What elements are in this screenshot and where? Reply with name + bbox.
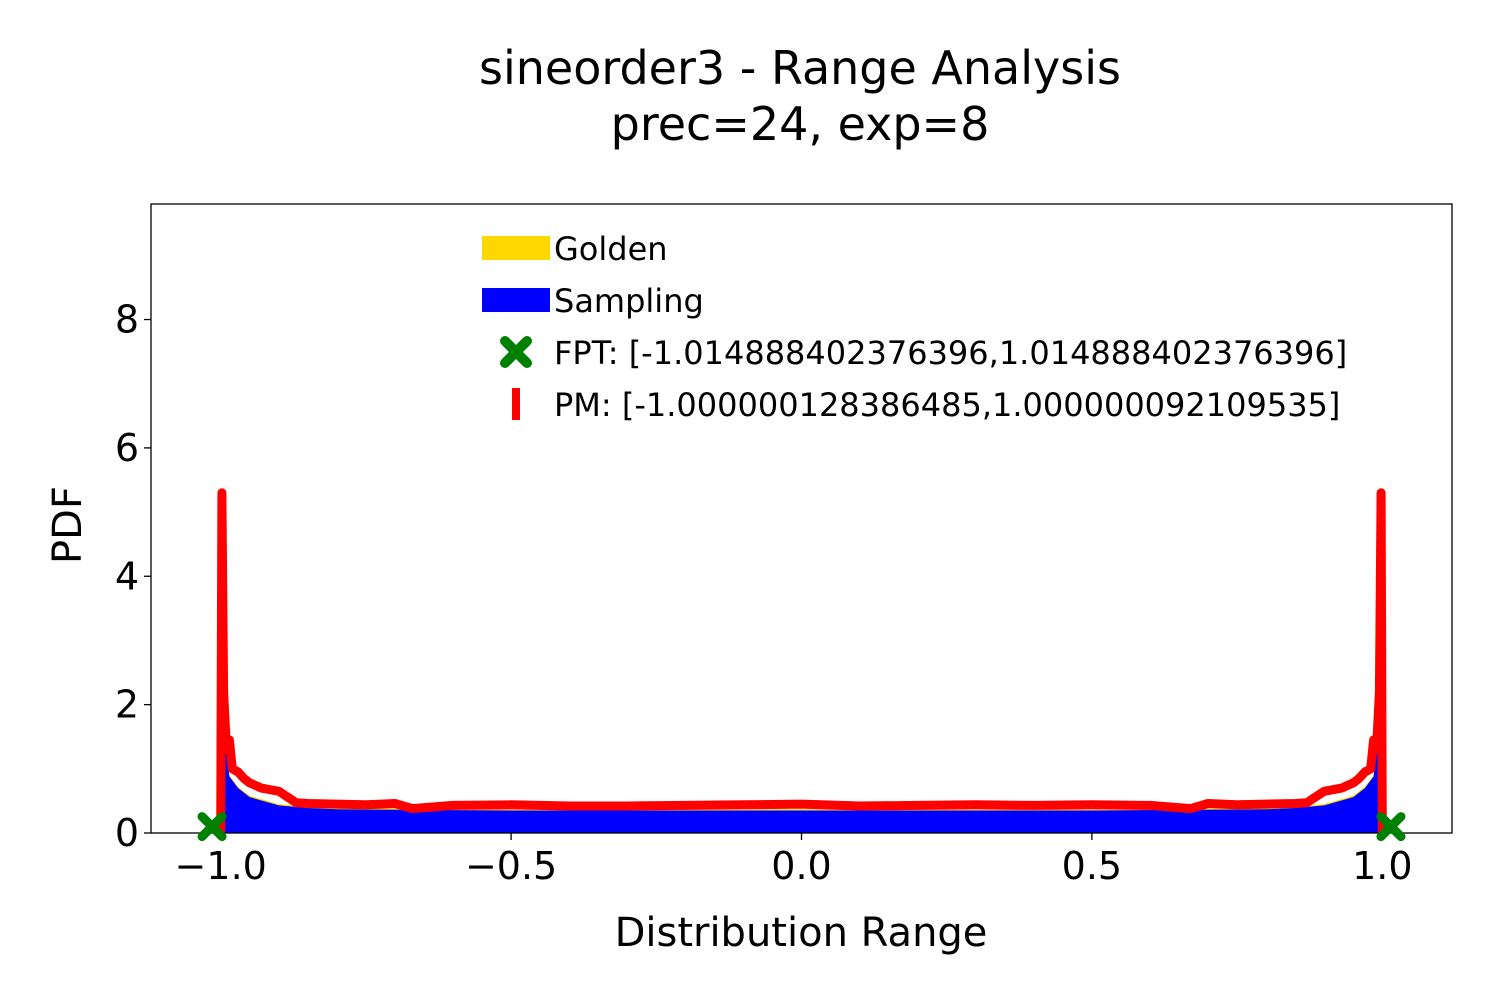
x-tick-label: 0.0 [771,844,831,888]
chart-title: sineorder3 - Range Analysis [479,41,1121,95]
legend-label: PM: [-1.000000128386485,1.00000009210953… [554,386,1340,424]
y-tick-label: 0 [115,811,139,855]
plot-frame [150,203,1453,834]
legend-label: FPT: [-1.014888402376396,1.0148884023763… [554,334,1347,372]
legend-label: Golden [554,230,668,268]
legend-item: FPT: [-1.014888402376396,1.0148884023763… [500,334,1347,372]
x-axis-label: Distribution Range [615,910,988,956]
y-tick-label: 4 [115,554,139,598]
pm-line [216,488,1387,833]
x-tick-label: −1.0 [175,844,267,888]
sampling-area [220,693,1383,833]
legend: Golden Sampling FPT: [-1.014888402376396,1… [482,230,1347,424]
x-axis: −1.0 −0.5 0.0 0.5 1.0 [175,833,1413,888]
legend-item: Sampling [482,282,704,320]
chart-subtitle: prec=24, exp=8 [611,97,990,151]
legend-label: Sampling [554,282,704,320]
legend-item: Golden [482,230,668,268]
legend-item: PM: [-1.000000128386485,1.00000009210953… [512,386,1340,424]
x-tick-label: −0.5 [465,844,557,888]
y-axis: 0 2 4 6 8 [115,298,151,855]
x-tick-label: 0.5 [1062,844,1122,888]
legend-x-icon [500,336,532,368]
x-tick-label: 1.0 [1352,844,1412,888]
legend-swatch [482,288,550,312]
legend-swatch [482,236,550,260]
y-tick-label: 8 [115,298,139,342]
y-tick-label: 6 [115,426,139,470]
plot-area [216,488,1387,833]
y-tick-label: 2 [115,683,139,727]
y-axis-label: PDF [45,486,91,564]
fpt-marker [1376,812,1406,842]
fpt-marker [197,812,227,842]
